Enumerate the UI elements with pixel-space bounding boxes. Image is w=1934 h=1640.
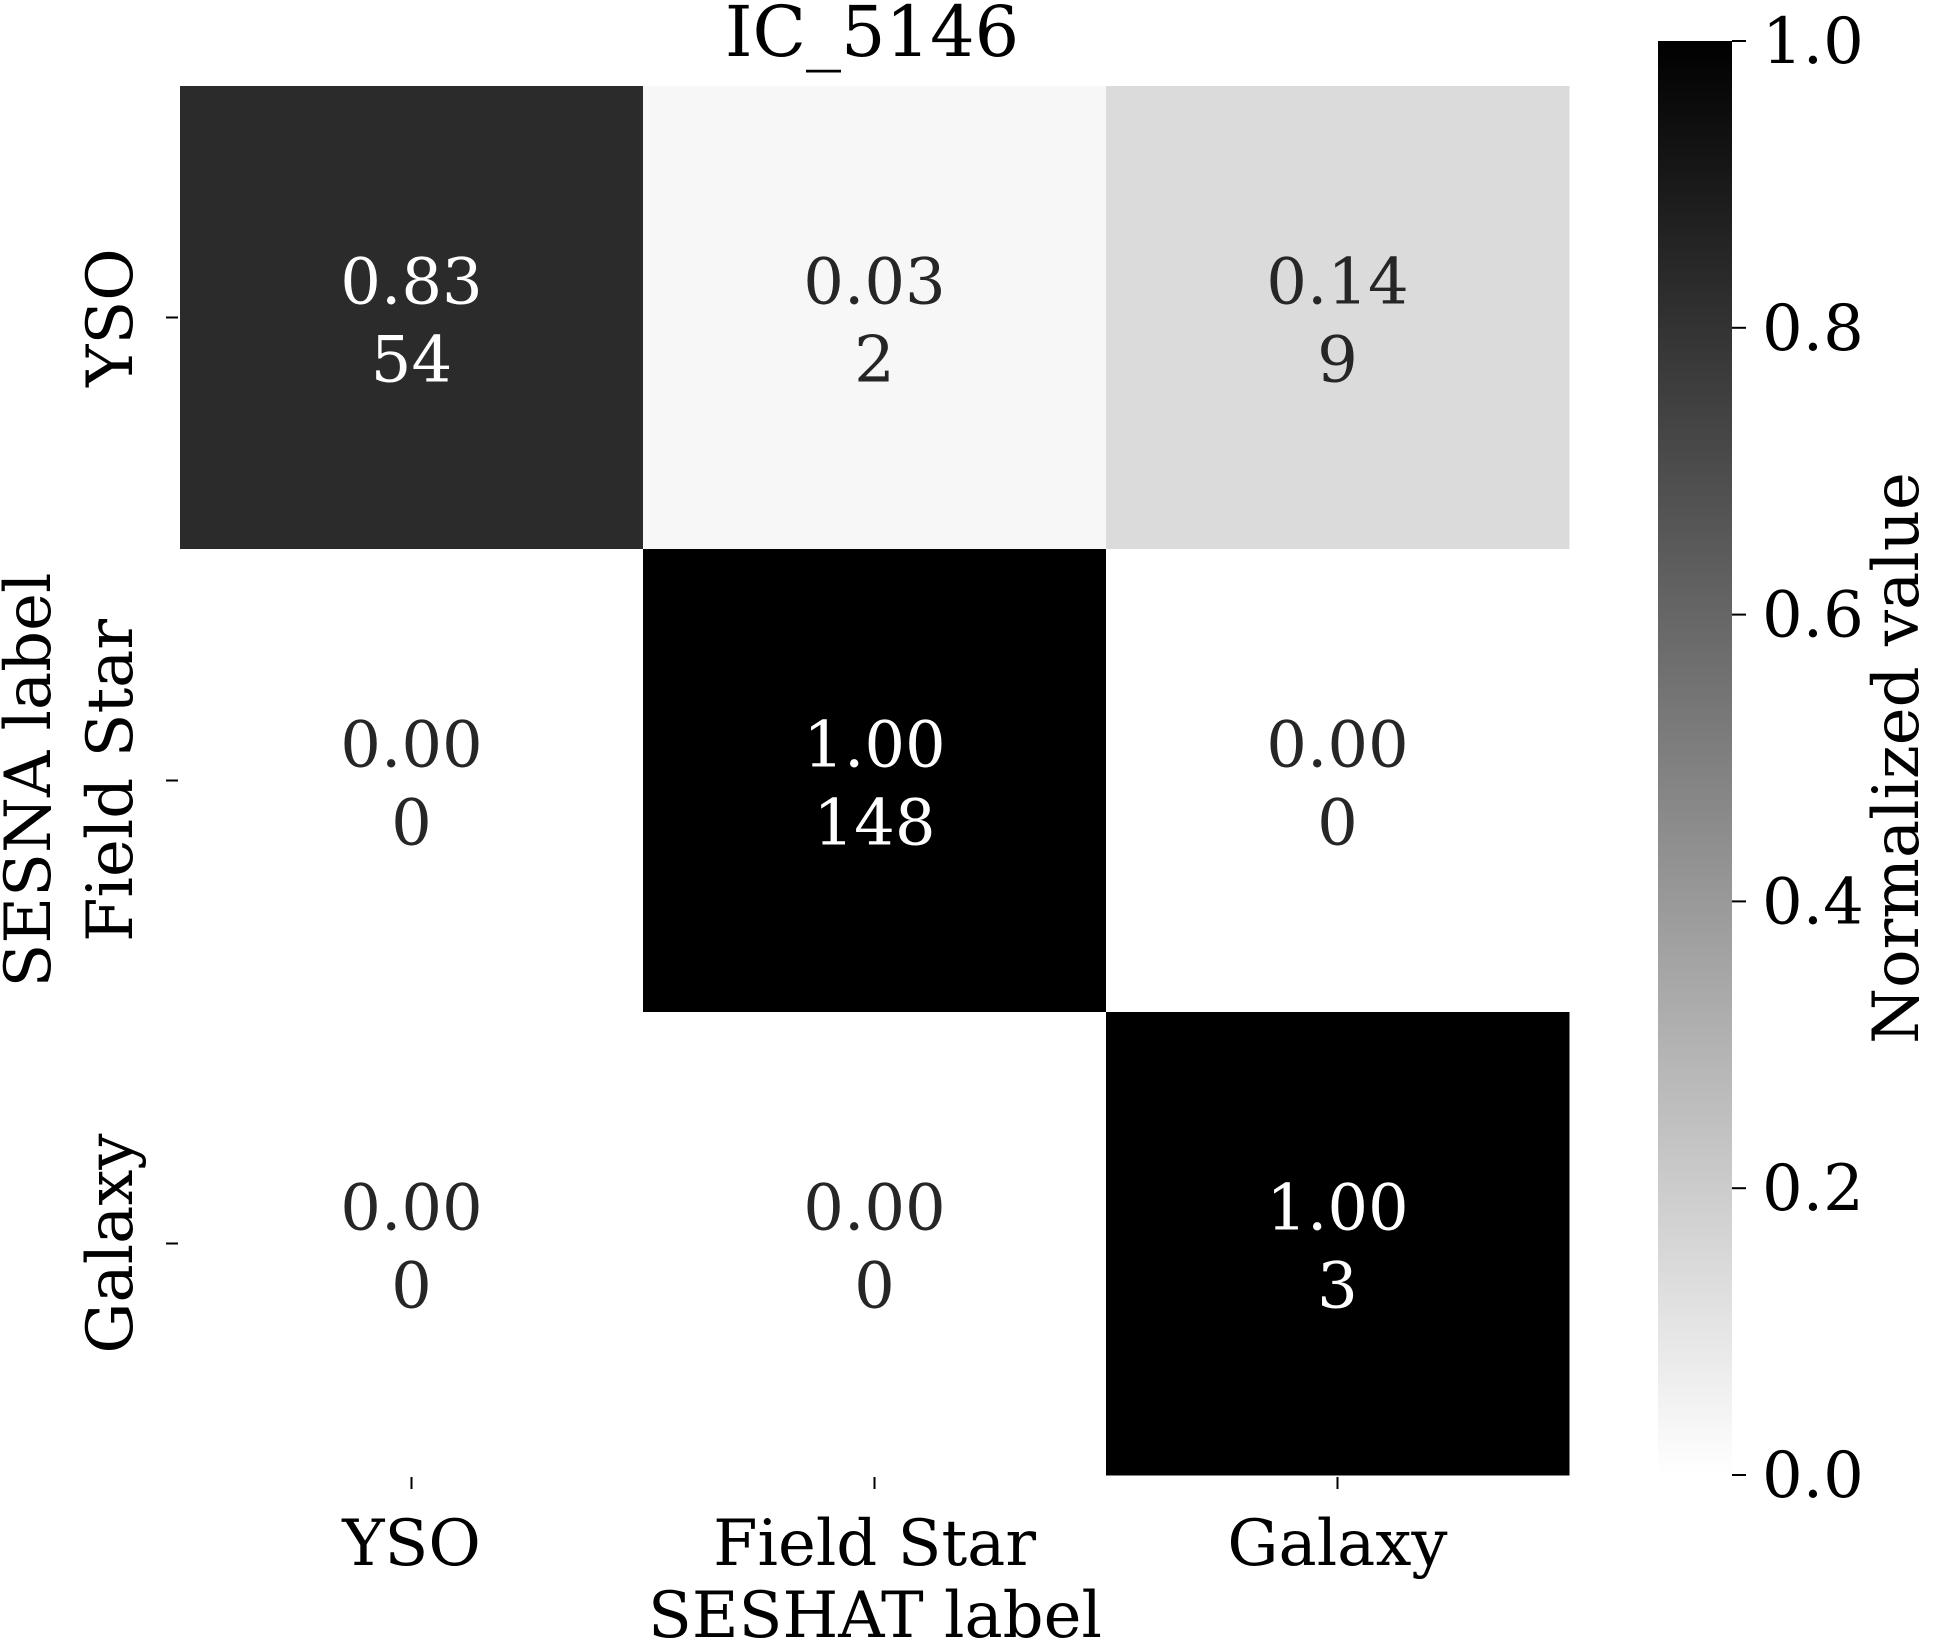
x-axis-ticks: YSO Field Star Galaxy [341, 1477, 1448, 1581]
cell-count-label: 9 [1317, 324, 1358, 398]
cell-normalized-label: 0.00 [340, 709, 483, 783]
y-axis-ticks: YSO Field Star Galaxy [74, 248, 178, 1354]
colorbar-tick-label: 0.6 [1762, 579, 1864, 653]
cell-count-label: 2 [854, 324, 895, 398]
cell-normalized-label: 0.00 [340, 1172, 483, 1246]
cell-count-label: 0 [391, 787, 432, 861]
cell-normalized-label: 0.83 [340, 246, 483, 320]
colorbar-tick-label: 0.2 [1762, 1152, 1864, 1226]
cell-count-label: 148 [813, 787, 935, 861]
y-axis-label: SESNA label [0, 573, 66, 988]
colorbar-tick-label: 0.0 [1762, 1439, 1864, 1513]
colorbar-ticks: 0.0 0.2 0.4 0.6 0.8 1.0 [1732, 5, 1864, 1513]
cell-normalized-label: 0.00 [803, 1172, 946, 1246]
cell-normalized-label: 1.00 [803, 709, 946, 783]
heatmap-cell [643, 86, 1107, 550]
colorbar-tick-label: 0.8 [1762, 292, 1864, 366]
heatmap-cell [1106, 549, 1570, 1013]
heatmap-cells: 0.83540.0320.1490.0001.001480.0000.0000.… [180, 86, 1570, 1476]
heatmap-cell [180, 549, 644, 1013]
colorbar-label: Normalized value [1860, 472, 1934, 1044]
colorbar-tick-label: 0.4 [1762, 865, 1864, 939]
cell-normalized-label: 1.00 [1266, 1172, 1409, 1246]
heatmap-cell [1106, 1012, 1570, 1476]
x-axis-label: SESHAT label [648, 1579, 1102, 1640]
heatmap-cell [643, 549, 1107, 1013]
chart-title: IC_5146 [725, 0, 1019, 73]
x-tick-label: Galaxy [1227, 1507, 1447, 1581]
cell-count-label: 0 [1317, 787, 1358, 861]
y-tick-label: Galaxy [74, 1133, 148, 1353]
y-tick-label: YSO [74, 248, 148, 388]
cell-normalized-label: 0.14 [1266, 246, 1409, 320]
heatmap-cell [180, 86, 644, 550]
colorbar [1658, 41, 1732, 1475]
cell-count-label: 0 [391, 1250, 432, 1324]
x-tick-label: YSO [341, 1507, 481, 1581]
cell-normalized-label: 0.00 [1266, 709, 1409, 783]
cell-count-label: 54 [371, 324, 452, 398]
heatmap-cell [1106, 86, 1570, 550]
x-tick-label: Field Star [713, 1507, 1036, 1581]
cell-normalized-label: 0.03 [803, 246, 946, 320]
heatmap-cell [643, 1012, 1107, 1476]
colorbar-tick-label: 1.0 [1762, 5, 1864, 79]
heatmap-cell [180, 1012, 644, 1476]
cell-count-label: 0 [854, 1250, 895, 1324]
cell-count-label: 3 [1317, 1250, 1358, 1324]
y-tick-label: Field Star [74, 619, 148, 942]
